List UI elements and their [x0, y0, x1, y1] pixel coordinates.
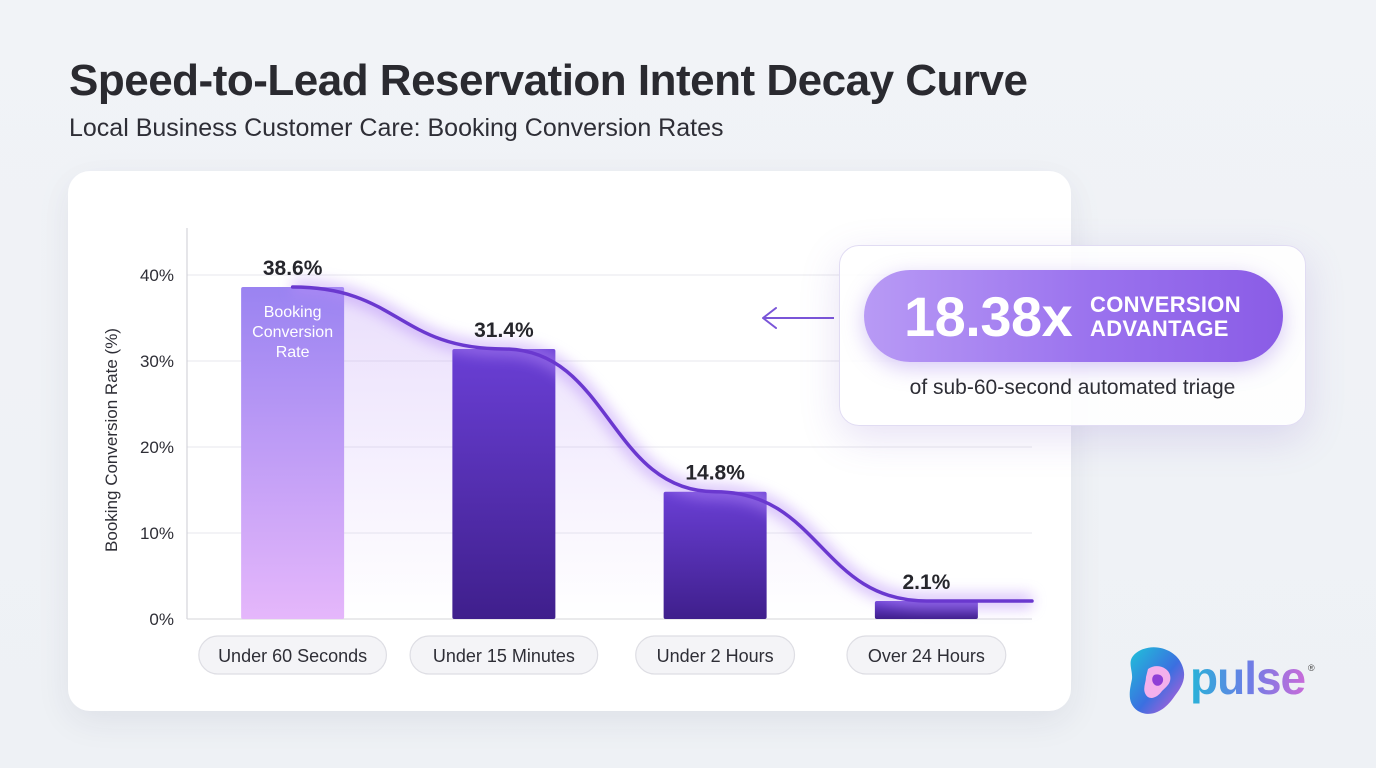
arrow-head [762, 307, 777, 329]
y-axis: Booking Conversion Rate (%) 0% 10% 20% 30% 4… [102, 228, 188, 629]
y-axis-label: Booking Conversion Rate (%) [102, 328, 121, 552]
x-tick-label: Under 60 Seconds [218, 646, 367, 666]
advantage-label-line2: ADVANTAGE [1090, 316, 1229, 341]
data-label: 14.8% [685, 462, 745, 485]
x-category-pill [198, 635, 388, 675]
decay-curve [290, 280, 1034, 608]
bar [663, 491, 767, 619]
y-tick-label: 10% [140, 524, 174, 543]
advantage-label-line1: CONVERSION [1090, 292, 1241, 317]
brand-name: pulse [1190, 652, 1306, 704]
data-label: 2.1% [902, 571, 950, 594]
x-category-pill [846, 635, 1007, 675]
x-tick-label: Under 2 Hours [657, 646, 774, 666]
y-tick-label: 40% [140, 266, 174, 285]
advantage-caption: of sub-60-second automated triage [909, 376, 1236, 399]
data-labels: 38.6% 31.4% 14.8% 2.1% Booking Conversion Rate [252, 257, 950, 594]
bar-inner-label: Booking [264, 304, 322, 321]
x-tick-label: Over 24 Hours [868, 646, 985, 666]
bar-inner-label: Rate [276, 344, 310, 361]
advantage-pill: 18.38x CONVERSION ADVANTAGE [864, 270, 1283, 362]
pulse-logo: pulse ® [1124, 643, 1324, 723]
y-tick-label: 20% [140, 438, 174, 457]
y-tick-label: 30% [140, 352, 174, 371]
x-tick-label: Under 15 Minutes [433, 646, 575, 666]
bars [241, 287, 978, 619]
bar [452, 348, 556, 619]
pulse-blob-icon [1129, 647, 1185, 714]
bar-inner-label: Conversion [252, 324, 333, 341]
callout-arrow [762, 307, 834, 329]
registered-mark: ® [1308, 663, 1315, 673]
x-category-pill [409, 635, 599, 675]
chart-title: Speed-to-Lead Reservation Intent Decay C… [69, 56, 1028, 105]
bar [241, 287, 345, 619]
curve-line [290, 285, 1034, 603]
x-category-pill [635, 635, 796, 675]
data-label: 31.4% [474, 319, 534, 342]
data-label: 38.6% [263, 257, 323, 280]
y-tick-label: 0% [149, 610, 174, 629]
advantage-value: 18.38x [904, 285, 1073, 348]
x-axis-labels: Under 60 Seconds Under 15 Minutes Under 2 … [198, 635, 1007, 675]
advantage-callout: 18.38x CONVERSION ADVANTAGE of sub-60-se… [839, 245, 1306, 426]
chart-subtitle: Local Business Customer Care: Booking Co… [69, 114, 724, 142]
